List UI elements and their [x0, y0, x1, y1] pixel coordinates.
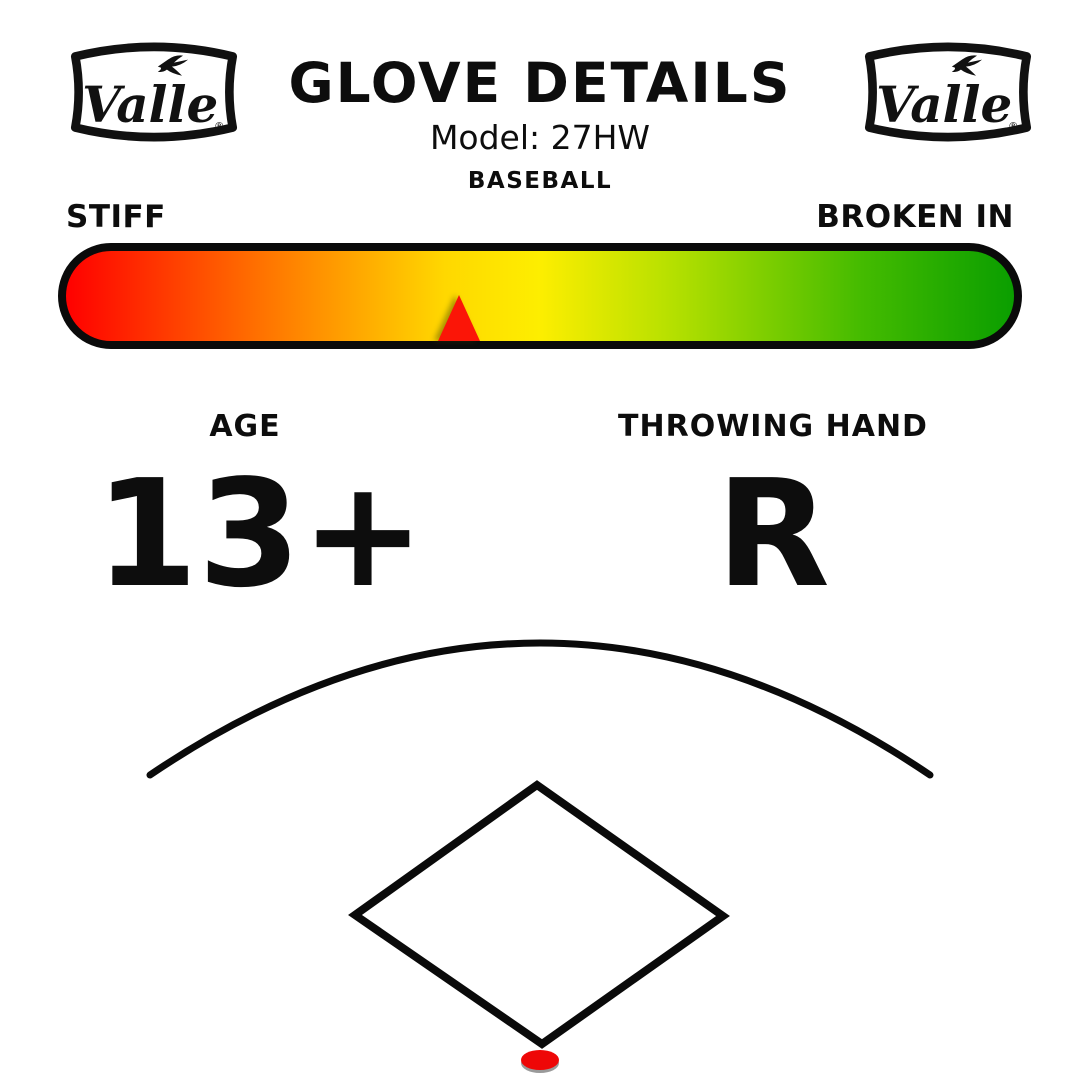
title-block: GLOVE DETAILS Model: 27HW BASEBALL: [0, 56, 1080, 193]
age-value: 13+: [95, 448, 425, 620]
valle-wordmark-text: Valle: [82, 75, 218, 134]
throwing-hand-label: THROWING HAND: [618, 409, 928, 444]
badge-outline: [70, 42, 238, 142]
eagle-icon: [157, 55, 189, 76]
valle-logo-badge-left: Valle ®: [58, 30, 250, 154]
registered-mark: ®: [214, 120, 225, 132]
outfield-fence-arc: [146, 639, 934, 779]
eagle-icon: [951, 55, 983, 76]
sport-label: BASEBALL: [467, 168, 613, 194]
scale-labels: STIFF BROKEN IN: [66, 202, 1014, 233]
registered-mark: ®: [1008, 120, 1019, 132]
valle-logo-badge-right: Valle ®: [852, 30, 1044, 154]
page-title: GLOVE DETAILS: [288, 51, 792, 115]
age-label: AGE: [209, 409, 281, 444]
infield-diamond: [348, 780, 730, 1049]
scale-pointer-triangle-icon: [438, 295, 481, 341]
home-plate-marker: [521, 1050, 559, 1070]
scale-left-label: STIFF: [66, 199, 166, 235]
badge-outline: [864, 42, 1032, 142]
valle-wordmark-text: Valle: [876, 75, 1012, 134]
model-label: Model: 27HW: [429, 118, 651, 157]
throwing-hand-value: R: [716, 448, 830, 620]
baseball-field-diagram: [0, 620, 1080, 1080]
scale-right-label: BROKEN IN: [816, 199, 1014, 235]
spec-age: AGE 13+: [95, 409, 425, 620]
break-in-scale-bar: [58, 243, 1022, 349]
spec-throwing-hand: THROWING HAND R: [563, 409, 983, 620]
